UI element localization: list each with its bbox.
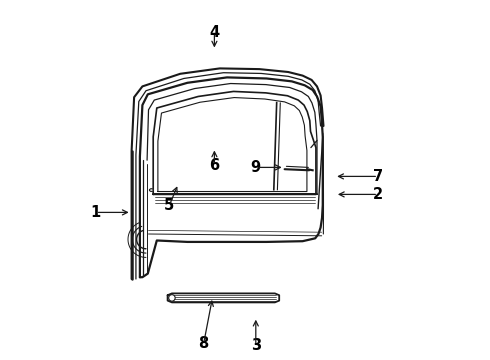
Ellipse shape (169, 294, 175, 301)
Text: 6: 6 (209, 158, 220, 173)
Text: 7: 7 (373, 169, 383, 184)
Text: 9: 9 (251, 160, 261, 175)
Text: 1: 1 (91, 205, 101, 220)
Text: 5: 5 (164, 198, 174, 213)
Text: 4: 4 (209, 25, 220, 40)
Ellipse shape (149, 189, 153, 192)
Text: 2: 2 (373, 187, 383, 202)
Text: 3: 3 (251, 338, 261, 353)
Text: 8: 8 (198, 336, 209, 351)
Ellipse shape (150, 189, 153, 191)
